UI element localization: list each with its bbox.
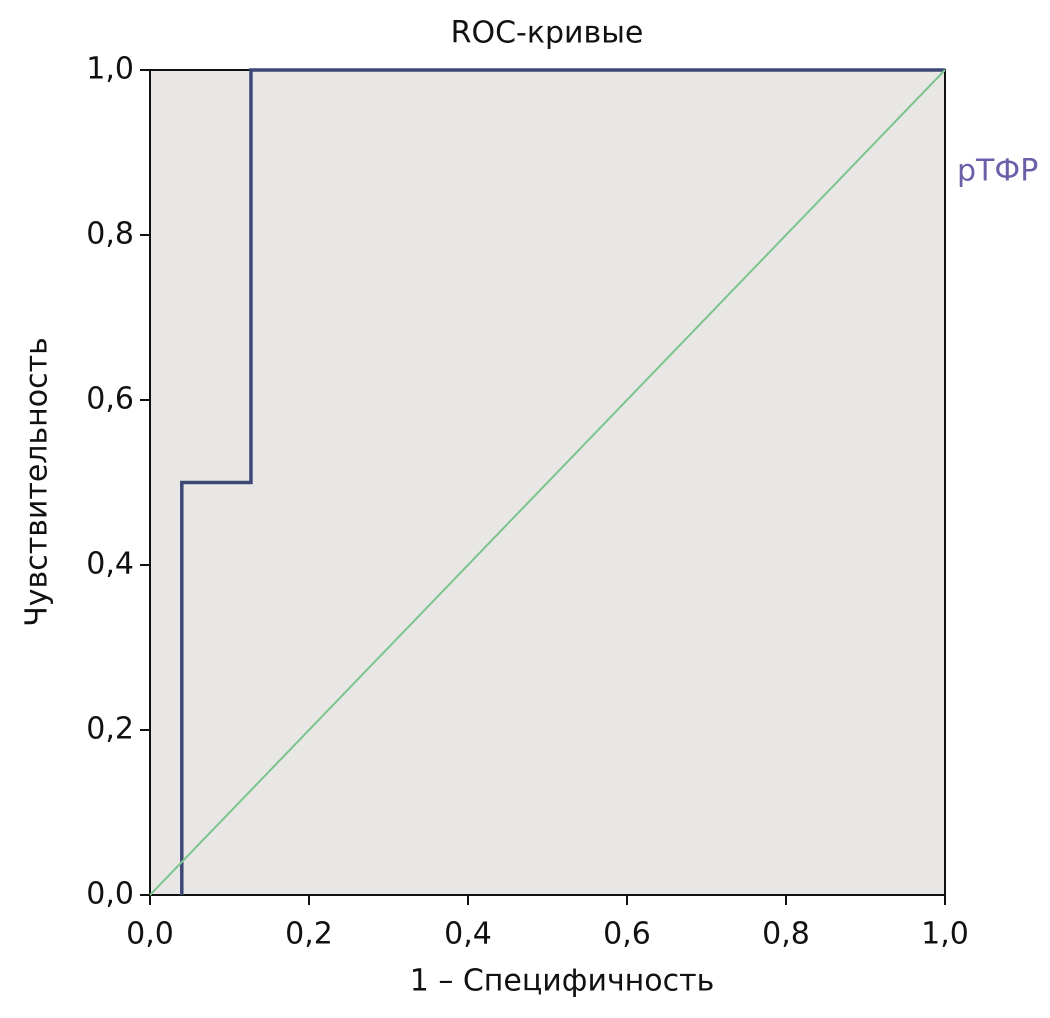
x-tick-label: 0,0 <box>126 917 174 952</box>
x-axis-label: 1 – Специфичность <box>410 964 715 999</box>
x-tick-label: 1,0 <box>921 917 969 952</box>
x-tick-label: 0,4 <box>444 917 492 952</box>
y-tick-label: 0,0 <box>86 877 134 912</box>
y-tick-label: 0,4 <box>86 547 134 582</box>
x-tick-label: 0,8 <box>762 917 810 952</box>
x-tick-label: 0,6 <box>603 917 651 952</box>
chart-title: ROC-кривые <box>451 16 644 51</box>
roc-line <box>180 68 945 895</box>
y-tick-label: 0,8 <box>86 217 134 252</box>
series-label: рТФР <box>957 154 1038 189</box>
roc-line <box>149 69 946 896</box>
y-axis-label: Чувствительность <box>20 337 55 627</box>
y-tick-label: 0,2 <box>86 712 134 747</box>
y-tick-label: 1,0 <box>86 52 134 87</box>
y-tick-label: 0,6 <box>86 382 134 417</box>
x-tick-label: 0,2 <box>285 917 333 952</box>
